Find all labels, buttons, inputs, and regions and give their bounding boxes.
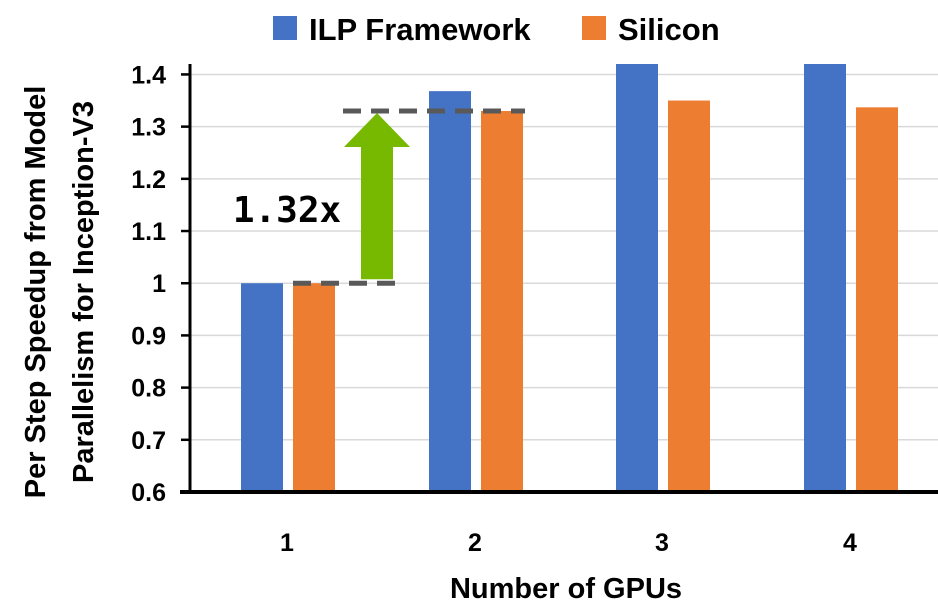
y-tick-label: 1: [152, 270, 166, 298]
y-axis-title: Per Step Speedup from Model Parallelism …: [20, 86, 100, 499]
y-axis-title-line-2: Parallelism for Inception-V3: [68, 101, 100, 483]
y-tick-label: 1.1: [131, 218, 166, 246]
bar-ilp-framework-3: [616, 64, 658, 492]
y-tick-label: 1.3: [131, 114, 166, 142]
legend-label: Silicon: [618, 12, 720, 47]
x-tick-labels: 1 2 3 4: [280, 529, 857, 557]
bar-ilp-framework-1: [241, 283, 283, 492]
legend-swatch: [582, 16, 606, 40]
y-axis-title-line-1: Per Step Speedup from Model: [20, 86, 52, 499]
bar-silicon-1: [293, 283, 335, 492]
y-tick-label: 0.7: [131, 427, 166, 455]
x-tick-label: 1: [280, 529, 294, 557]
y-tick-label: 0.9: [131, 322, 166, 350]
legend-label: ILP Framework: [309, 12, 531, 47]
speedup-arrow-icon: [344, 112, 410, 280]
legend-swatch: [273, 16, 297, 40]
speedup-label: 1.32x: [233, 190, 341, 231]
x-tick-label: 4: [843, 529, 857, 557]
bar-silicon-4: [856, 107, 898, 492]
bars: [241, 64, 898, 492]
bar-silicon-3: [668, 100, 710, 492]
x-axis-title: Number of GPUs: [450, 573, 682, 605]
y-tick-label: 1.2: [131, 166, 166, 194]
bar-ilp-framework-2: [429, 91, 471, 492]
axes: [180, 64, 938, 494]
x-tick-label: 2: [468, 529, 482, 557]
bar-silicon-2: [481, 110, 523, 492]
y-tick-label: 1.4: [131, 61, 166, 89]
chart-legend: ILP Framework Silicon: [273, 12, 720, 47]
bar-ilp-framework-4: [804, 64, 846, 492]
y-tick-labels: 0.6 0.7 0.8 0.9 1 1.1 1.2 1.3 1.4: [131, 61, 166, 507]
speedup-annotation: 1.32x: [233, 108, 525, 286]
y-tick-label: 0.8: [131, 375, 166, 403]
x-tick-label: 3: [655, 529, 669, 557]
y-tick-label: 0.6: [131, 479, 166, 507]
